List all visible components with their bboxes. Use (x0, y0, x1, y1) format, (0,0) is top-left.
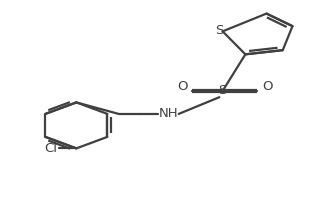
Text: NH: NH (159, 107, 179, 120)
Text: O: O (177, 80, 188, 93)
Text: O: O (262, 80, 273, 93)
Text: S: S (215, 24, 224, 37)
Text: Cl: Cl (45, 142, 58, 155)
Text: S: S (218, 84, 227, 97)
